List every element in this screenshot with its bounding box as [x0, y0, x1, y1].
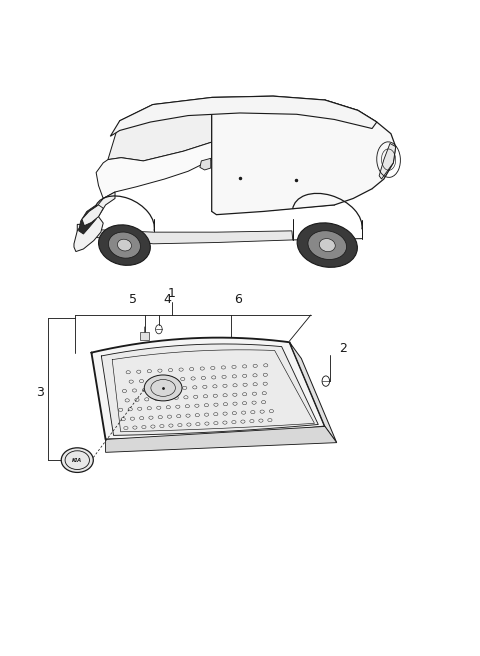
Ellipse shape — [98, 225, 150, 265]
Polygon shape — [96, 142, 212, 199]
Polygon shape — [108, 98, 212, 161]
Polygon shape — [95, 230, 293, 244]
Ellipse shape — [308, 231, 347, 260]
Ellipse shape — [144, 375, 182, 401]
Text: KIA: KIA — [72, 458, 83, 462]
Polygon shape — [315, 100, 358, 147]
Ellipse shape — [61, 448, 93, 472]
Polygon shape — [74, 216, 103, 251]
Text: 1: 1 — [168, 287, 176, 300]
Text: 5: 5 — [129, 293, 137, 306]
Ellipse shape — [108, 232, 141, 258]
Polygon shape — [91, 338, 325, 440]
Polygon shape — [77, 192, 115, 239]
Ellipse shape — [118, 239, 132, 251]
Polygon shape — [140, 332, 149, 340]
Text: 3: 3 — [36, 386, 44, 400]
Text: 2: 2 — [339, 342, 347, 355]
Polygon shape — [212, 96, 396, 215]
Ellipse shape — [297, 223, 358, 268]
Polygon shape — [101, 344, 318, 436]
Polygon shape — [110, 96, 377, 136]
Polygon shape — [106, 426, 336, 453]
Polygon shape — [358, 110, 377, 150]
Polygon shape — [289, 342, 336, 443]
Polygon shape — [379, 144, 396, 179]
Polygon shape — [200, 158, 211, 170]
Text: 6: 6 — [234, 293, 242, 306]
Ellipse shape — [319, 239, 335, 252]
Polygon shape — [79, 205, 101, 234]
Polygon shape — [82, 205, 103, 226]
Text: 4: 4 — [163, 293, 171, 306]
